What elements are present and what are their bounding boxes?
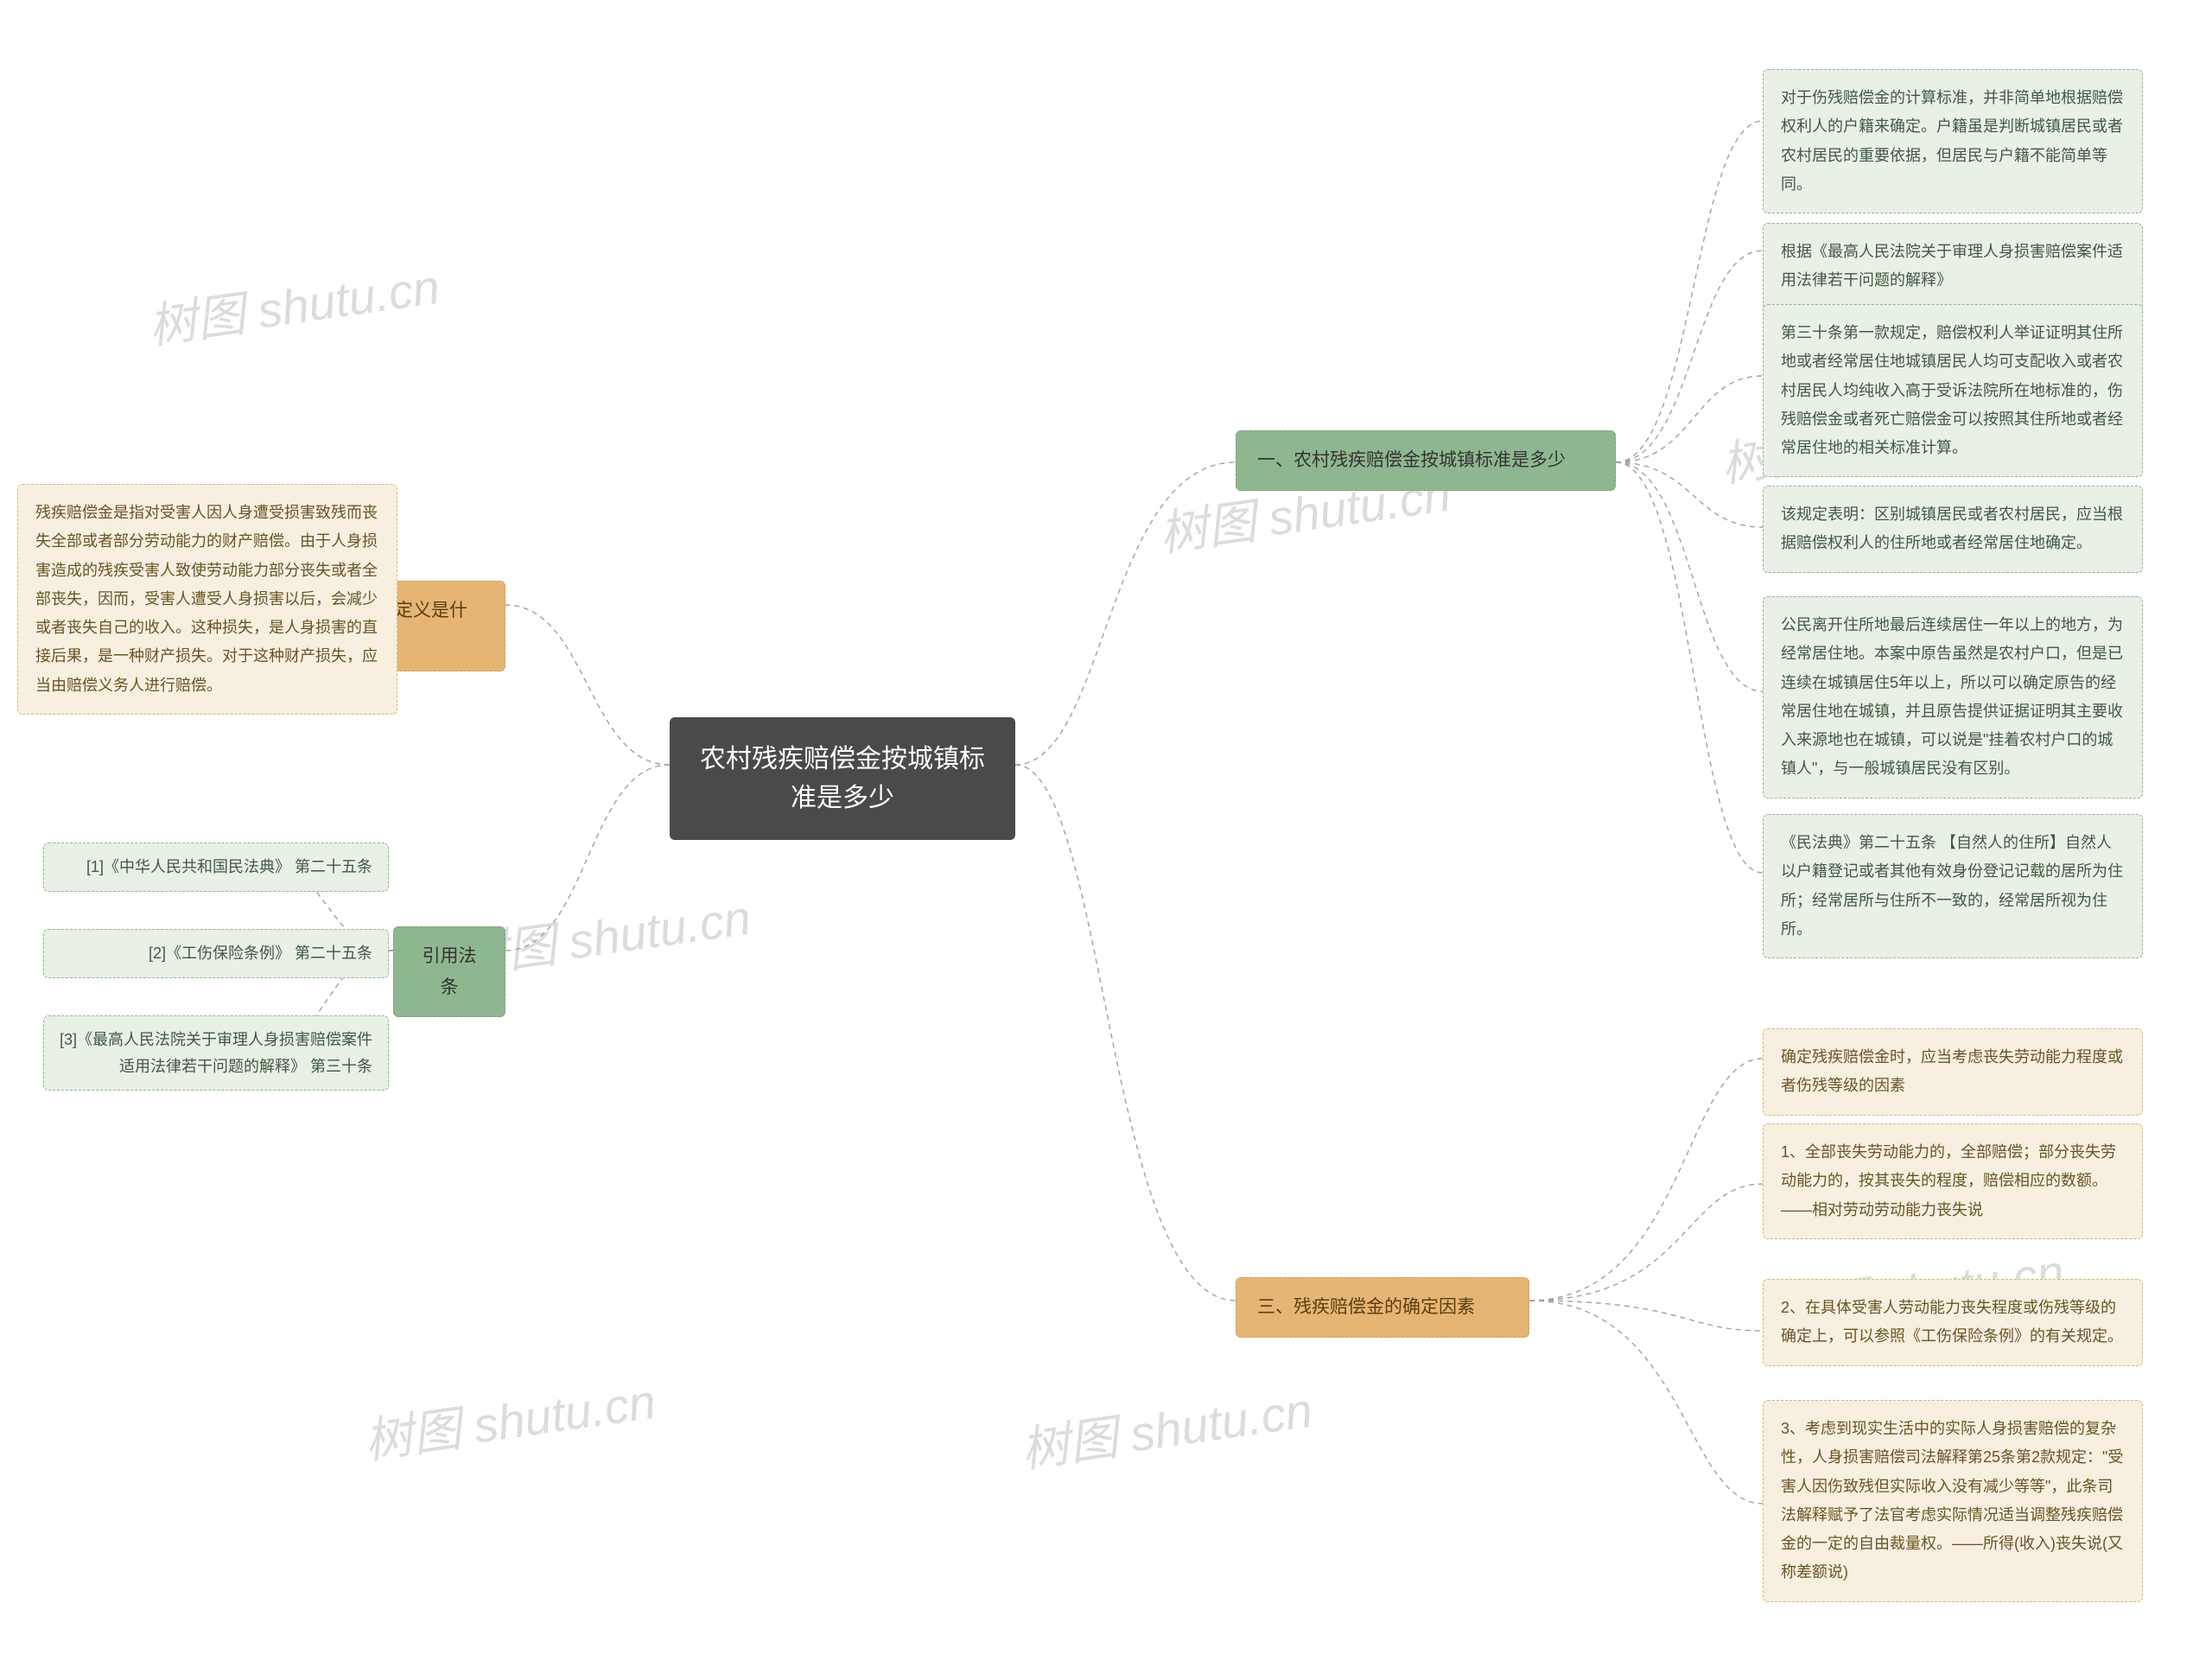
- branch-4-leaf: [2]《工伤保险条例》 第二十五条: [43, 929, 389, 978]
- branch-1-leaf: 公民离开住所地最后连续居住一年以上的地方，为经常居住地。本案中原告虽然是农村户口…: [1763, 596, 2143, 798]
- branch-1-leaf: 对于伤残赔偿金的计算标准，并非简单地根据赔偿权利人的户籍来确定。户籍虽是判断城镇…: [1763, 69, 2143, 213]
- branch-4-leaf: [3]《最高人民法院关于审理人身损害赔偿案件适用法律若干问题的解释》 第三十条: [43, 1015, 389, 1091]
- branch-4-label: 引用法条: [423, 946, 477, 997]
- branch-3-leaf: 1、全部丧失劳动能力的，全部赔偿；部分丧失劳动能力的，按其丧失的程度，赔偿相应的…: [1763, 1123, 2143, 1239]
- branch-1-leaf: 第三十条第一款规定，赔偿权利人举证证明其住所地或者经常居住地城镇居民人均可支配收…: [1763, 304, 2143, 477]
- branch-4-leaf: [1]《中华人民共和国民法典》 第二十五条: [43, 843, 389, 892]
- root-title-line2: 准是多少: [696, 779, 989, 817]
- branch-1-leaf: 《民法典》第二十五条 【自然人的住所】自然人以户籍登记或者其他有效身份登记记载的…: [1763, 814, 2143, 958]
- branch-3: 三、残疾赔偿金的确定因素: [1236, 1277, 1529, 1338]
- branch-1-leaf: 根据《最高人民法院关于审理人身损害赔偿案件适用法律若干问题的解释》: [1763, 223, 2143, 310]
- branch-3-leaf: 2、在具体受害人劳动能力丧失程度或伤残等级的确定上，可以参照《工伤保险条例》的有…: [1763, 1279, 2143, 1366]
- branch-3-label: 三、残疾赔偿金的确定因素: [1257, 1297, 1475, 1317]
- watermark: 树图 shutu.cn: [359, 1363, 659, 1473]
- root-title-line1: 农村残疾赔偿金按城镇标: [696, 740, 989, 779]
- watermark: 树图 shutu.cn: [143, 248, 443, 358]
- root-node: 农村残疾赔偿金按城镇标 准是多少: [670, 717, 1015, 840]
- branch-1: 一、农村残疾赔偿金按城镇标准是多少: [1236, 430, 1616, 491]
- branch-2-leaf: 残疾赔偿金是指对受害人因人身遭受损害致残而丧失全部或者部分劳动能力的财产赔偿。由…: [17, 484, 397, 715]
- branch-3-leaf: 3、考虑到现实生活中的实际人身损害赔偿的复杂性，人身损害赔偿司法解释第25条第2…: [1763, 1400, 2143, 1602]
- branch-1-label: 一、农村残疾赔偿金按城镇标准是多少: [1257, 450, 1566, 470]
- watermark: 树图 shutu.cn: [1016, 1371, 1316, 1481]
- branch-1-leaf: 该规定表明：区别城镇居民或者农村居民，应当根据赔偿权利人的住所地或者经常居住地确…: [1763, 486, 2143, 573]
- branch-4: 引用法条: [393, 926, 505, 1017]
- branch-3-leaf: 确定残疾赔偿金时，应当考虑丧失劳动能力程度或者伤残等级的因素: [1763, 1028, 2143, 1116]
